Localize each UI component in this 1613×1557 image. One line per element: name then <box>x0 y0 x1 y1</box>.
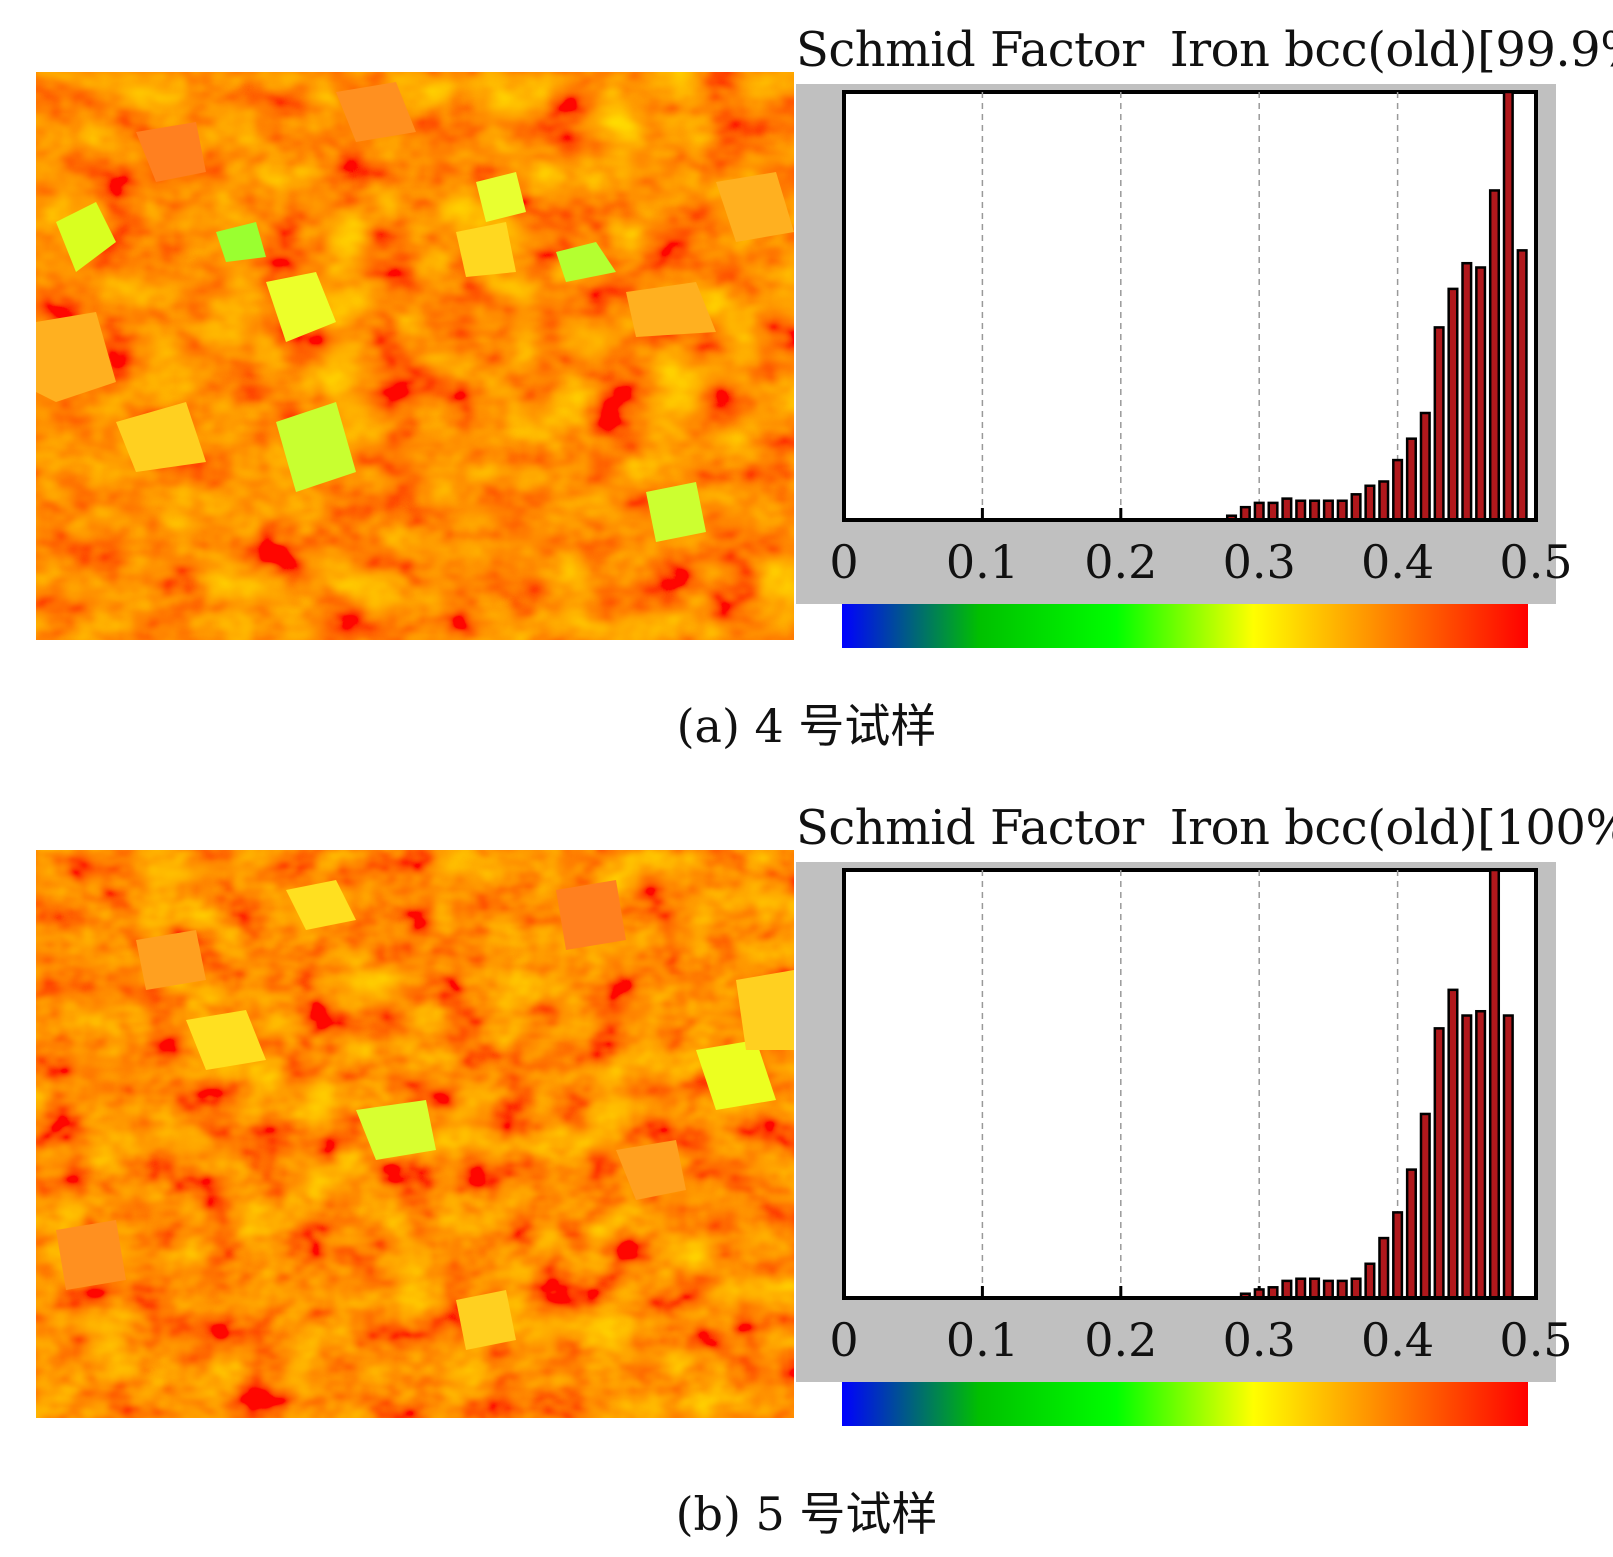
histogram-bar <box>1378 480 1390 522</box>
x-tick-label: 0.2 <box>1084 535 1157 589</box>
histogram-bar <box>1267 501 1279 522</box>
chart-title-left: Schmid Factor <box>796 800 1144 856</box>
plot-area <box>842 90 1538 522</box>
colorbar <box>842 1382 1528 1426</box>
histogram-bar <box>1281 1279 1293 1300</box>
caption-a: (a) 4 号试样 <box>676 699 937 753</box>
schmid-factor-map-b <box>36 850 794 1418</box>
x-tick-label: 0.3 <box>1223 1313 1296 1367</box>
chart-title-a: Schmid Factor Iron bcc(old)[99.9%] <box>796 22 1613 78</box>
histogram-bar <box>1392 458 1404 522</box>
x-tick-label: 0.5 <box>1499 535 1572 589</box>
histogram-bar <box>1336 499 1348 522</box>
histogram-bar <box>1364 1262 1376 1300</box>
grain-patches-a <box>36 82 794 542</box>
histogram-bar <box>1350 493 1362 522</box>
chart-title-right: Iron bcc(old)[99.9%] <box>1169 22 1613 78</box>
chart-title-right: Iron bcc(old)[100%] <box>1169 800 1613 856</box>
x-tick-label: 0.1 <box>946 535 1019 589</box>
histogram-bar <box>1502 1014 1514 1300</box>
histogram-bar <box>1461 261 1473 522</box>
plot-area <box>842 868 1538 1300</box>
histogram-bar <box>1322 1279 1334 1300</box>
histogram-bar <box>1475 266 1487 522</box>
figure-panel-b: Schmid Factor Iron bcc(old)[100%] 0 0.1 0.2… <box>0 778 1613 1541</box>
histogram-bar <box>1447 287 1459 522</box>
histogram-bar <box>1350 1277 1362 1300</box>
grain-patches-b <box>56 880 794 1350</box>
x-tick-label: 0.3 <box>1223 535 1296 589</box>
histogram-bar <box>1502 90 1514 522</box>
histogram-bar <box>1295 1277 1307 1300</box>
histogram-bar <box>1309 1277 1321 1300</box>
x-tick-label: 0.4 <box>1361 1313 1434 1367</box>
x-tick-label: 0 <box>829 1313 858 1367</box>
caption-b: (b) 5 号试样 <box>675 1487 938 1541</box>
x-tick-label: 0.5 <box>1499 1313 1572 1367</box>
x-tick-label: 0.4 <box>1361 535 1434 589</box>
x-tick-label: 0 <box>829 535 858 589</box>
histogram-b: 0 0.1 0.2 0.3 0.4 0.5 <box>796 862 1573 1426</box>
histogram-bar <box>1475 1009 1487 1300</box>
histogram-bar <box>1419 1112 1431 1300</box>
histogram-bar <box>1447 988 1459 1300</box>
histogram-bar <box>1295 499 1307 522</box>
histogram-bar <box>1488 189 1501 522</box>
histogram-bar <box>1461 1014 1473 1300</box>
histogram-bar <box>1488 868 1501 1300</box>
histogram-bar <box>1433 326 1445 522</box>
schmid-factor-map-a <box>36 72 794 640</box>
histogram-a: 0 0.1 0.2 0.3 0.4 0.5 <box>796 84 1573 648</box>
histogram-bar <box>1364 484 1376 522</box>
x-tick-label: 0.1 <box>946 1313 1019 1367</box>
colorbar <box>842 604 1528 648</box>
histogram-bar <box>1433 1027 1445 1300</box>
x-tick-label: 0.2 <box>1084 1313 1157 1367</box>
histogram-bar <box>1253 501 1265 522</box>
histogram-bar <box>1378 1236 1390 1300</box>
histogram-bar <box>1516 249 1528 522</box>
histogram-bar <box>1281 497 1293 522</box>
figure-panel-a: Schmid Factor Iron bcc(old)[99.9%] 0 0.1 0.… <box>0 0 1613 760</box>
histogram-bar <box>1405 1168 1417 1300</box>
histogram-bar <box>1419 411 1431 522</box>
histogram-bar <box>1405 437 1417 522</box>
chart-title-b: Schmid Factor Iron bcc(old)[100%] <box>796 800 1613 856</box>
histogram-bar <box>1392 1211 1404 1300</box>
histogram-bar <box>1336 1279 1348 1300</box>
chart-title-left: Schmid Factor <box>796 22 1144 78</box>
histogram-bar <box>1309 499 1321 522</box>
histogram-bar <box>1322 499 1334 522</box>
